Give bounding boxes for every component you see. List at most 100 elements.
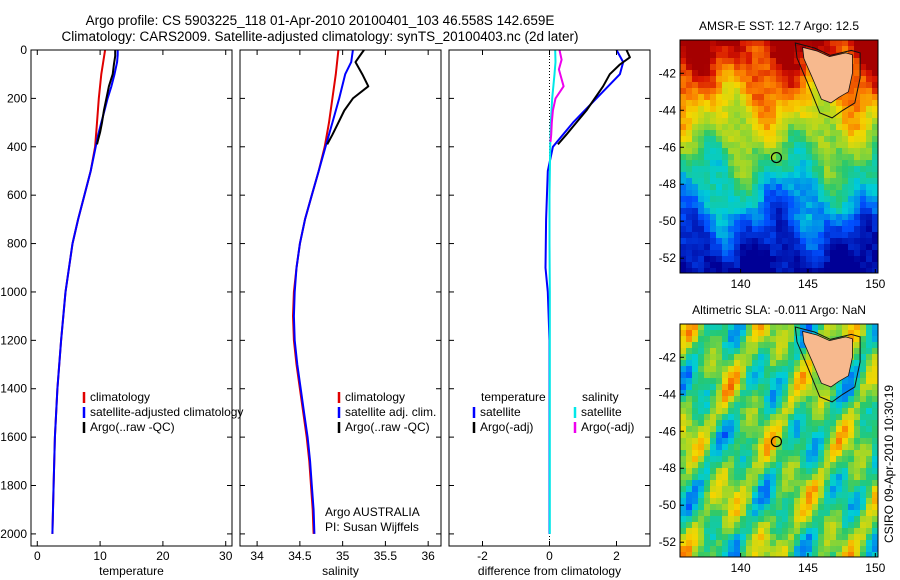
sla_map-cell [812, 426, 819, 433]
sst_map-cell [818, 196, 825, 203]
sla_map-cell [866, 366, 873, 373]
sst_map-cell [746, 196, 753, 203]
sst_map-cell [812, 130, 819, 137]
sla_map-cell [872, 336, 879, 343]
sla_map-cell [698, 384, 705, 391]
sst_map-cell [866, 76, 873, 83]
sla_map-cell [866, 444, 873, 451]
sla_map-cell [710, 366, 717, 373]
sst_map-cell [752, 136, 759, 143]
sla_map-cell [806, 456, 813, 463]
sst_map-cell [860, 136, 867, 143]
sst_map-cell [812, 208, 819, 215]
sst_map-cell [722, 76, 729, 83]
sst_map-cell [836, 238, 843, 245]
sla_map-cell [812, 468, 819, 475]
sla_map-cell [836, 516, 843, 523]
sla_map-cell [800, 384, 807, 391]
sla_map-cell [806, 546, 813, 553]
sst_map-cell [734, 82, 741, 89]
sla_map-cell [866, 432, 873, 439]
sla_map-cell [776, 378, 783, 385]
sla_map-cell [758, 354, 765, 361]
sla_map-cell [800, 492, 807, 499]
sla_map-cell [794, 360, 801, 367]
sla_map-cell [680, 510, 687, 517]
sla_map-cell [722, 498, 729, 505]
sst_map-cell [800, 262, 807, 269]
sst_map-cell [830, 142, 837, 149]
sst_map-cell [800, 106, 807, 113]
sla_map-cell [752, 546, 759, 553]
sla_map-cell [716, 414, 723, 421]
sst_map-cell [728, 64, 735, 71]
sst_map-cell [836, 160, 843, 167]
sla_map-cell [824, 474, 831, 481]
sla_map-cell [752, 372, 759, 379]
sla_map-cell [728, 480, 735, 487]
sst_map-cell [842, 196, 849, 203]
sla_map-cell [710, 390, 717, 397]
sla_map-cell [746, 486, 753, 493]
sst_map-cell [806, 148, 813, 155]
sst_map-cell [860, 46, 867, 53]
sla_map-cell [830, 420, 837, 427]
sla_map-cell [746, 348, 753, 355]
sst_map-cell [704, 202, 711, 209]
sst_map-cell [872, 130, 879, 137]
sst_map-cell [776, 88, 783, 95]
sla_map-cell [794, 342, 801, 349]
sla_map-cell [698, 486, 705, 493]
sst_map-cell [776, 154, 783, 161]
sst_map-cell [812, 202, 819, 209]
sla_map-cell [764, 408, 771, 415]
sst_map-cell [872, 154, 879, 161]
sla_map-cell [782, 438, 789, 445]
sst_map-cell [698, 268, 705, 274]
sst_map-cell [800, 130, 807, 137]
sst_map-cell [740, 124, 747, 131]
temperature-axes-frame [30, 49, 233, 547]
sla_map-cell [710, 342, 717, 349]
sla_map-cell [818, 510, 825, 517]
sst_map-tasmania-land [802, 46, 853, 104]
sst_map-cell [764, 172, 771, 179]
sla_map-cell [842, 426, 849, 433]
sla_map-cell [854, 504, 861, 511]
sla_map-cell [866, 492, 873, 499]
sst_map-cell [800, 58, 807, 65]
sst_map-cell [716, 256, 723, 263]
sla_map-cell [686, 540, 693, 547]
sla_map-cell [776, 546, 783, 553]
sst_map-cell [728, 184, 735, 191]
sla_map-cell [734, 348, 741, 355]
sst_map-cell [722, 58, 729, 65]
sst_map-cell [788, 220, 795, 227]
sla_map-cell [854, 516, 861, 523]
sst_map-cell [770, 160, 777, 167]
sst_map-cell [854, 160, 861, 167]
sst_map-cell [836, 220, 843, 227]
sla_map-cell [800, 456, 807, 463]
sla_map-cell [728, 432, 735, 439]
sla_map-cell [740, 534, 747, 541]
sla_map-cell [848, 492, 855, 499]
sst_map-cell [710, 268, 717, 274]
sst_map-cell [710, 214, 717, 221]
sla_map-cell [782, 522, 789, 529]
depth-tick-label: 1200 [0, 333, 27, 347]
sst_map-cell [812, 244, 819, 251]
sst_map-cell [776, 250, 783, 257]
sst_map-cell [824, 154, 831, 161]
sst_map-cell [680, 184, 687, 191]
sst_map-cell [818, 232, 825, 239]
sst_map-cell [794, 244, 801, 251]
sla_map-cell [848, 408, 855, 415]
sst_map-cell [740, 166, 747, 173]
sla_map-cell [818, 426, 825, 433]
sst_map-cell [812, 112, 819, 119]
sla_map-cell [698, 408, 705, 415]
sst_map-cell [824, 136, 831, 143]
sst_map-cell [746, 256, 753, 263]
sst_map-cell [704, 148, 711, 155]
